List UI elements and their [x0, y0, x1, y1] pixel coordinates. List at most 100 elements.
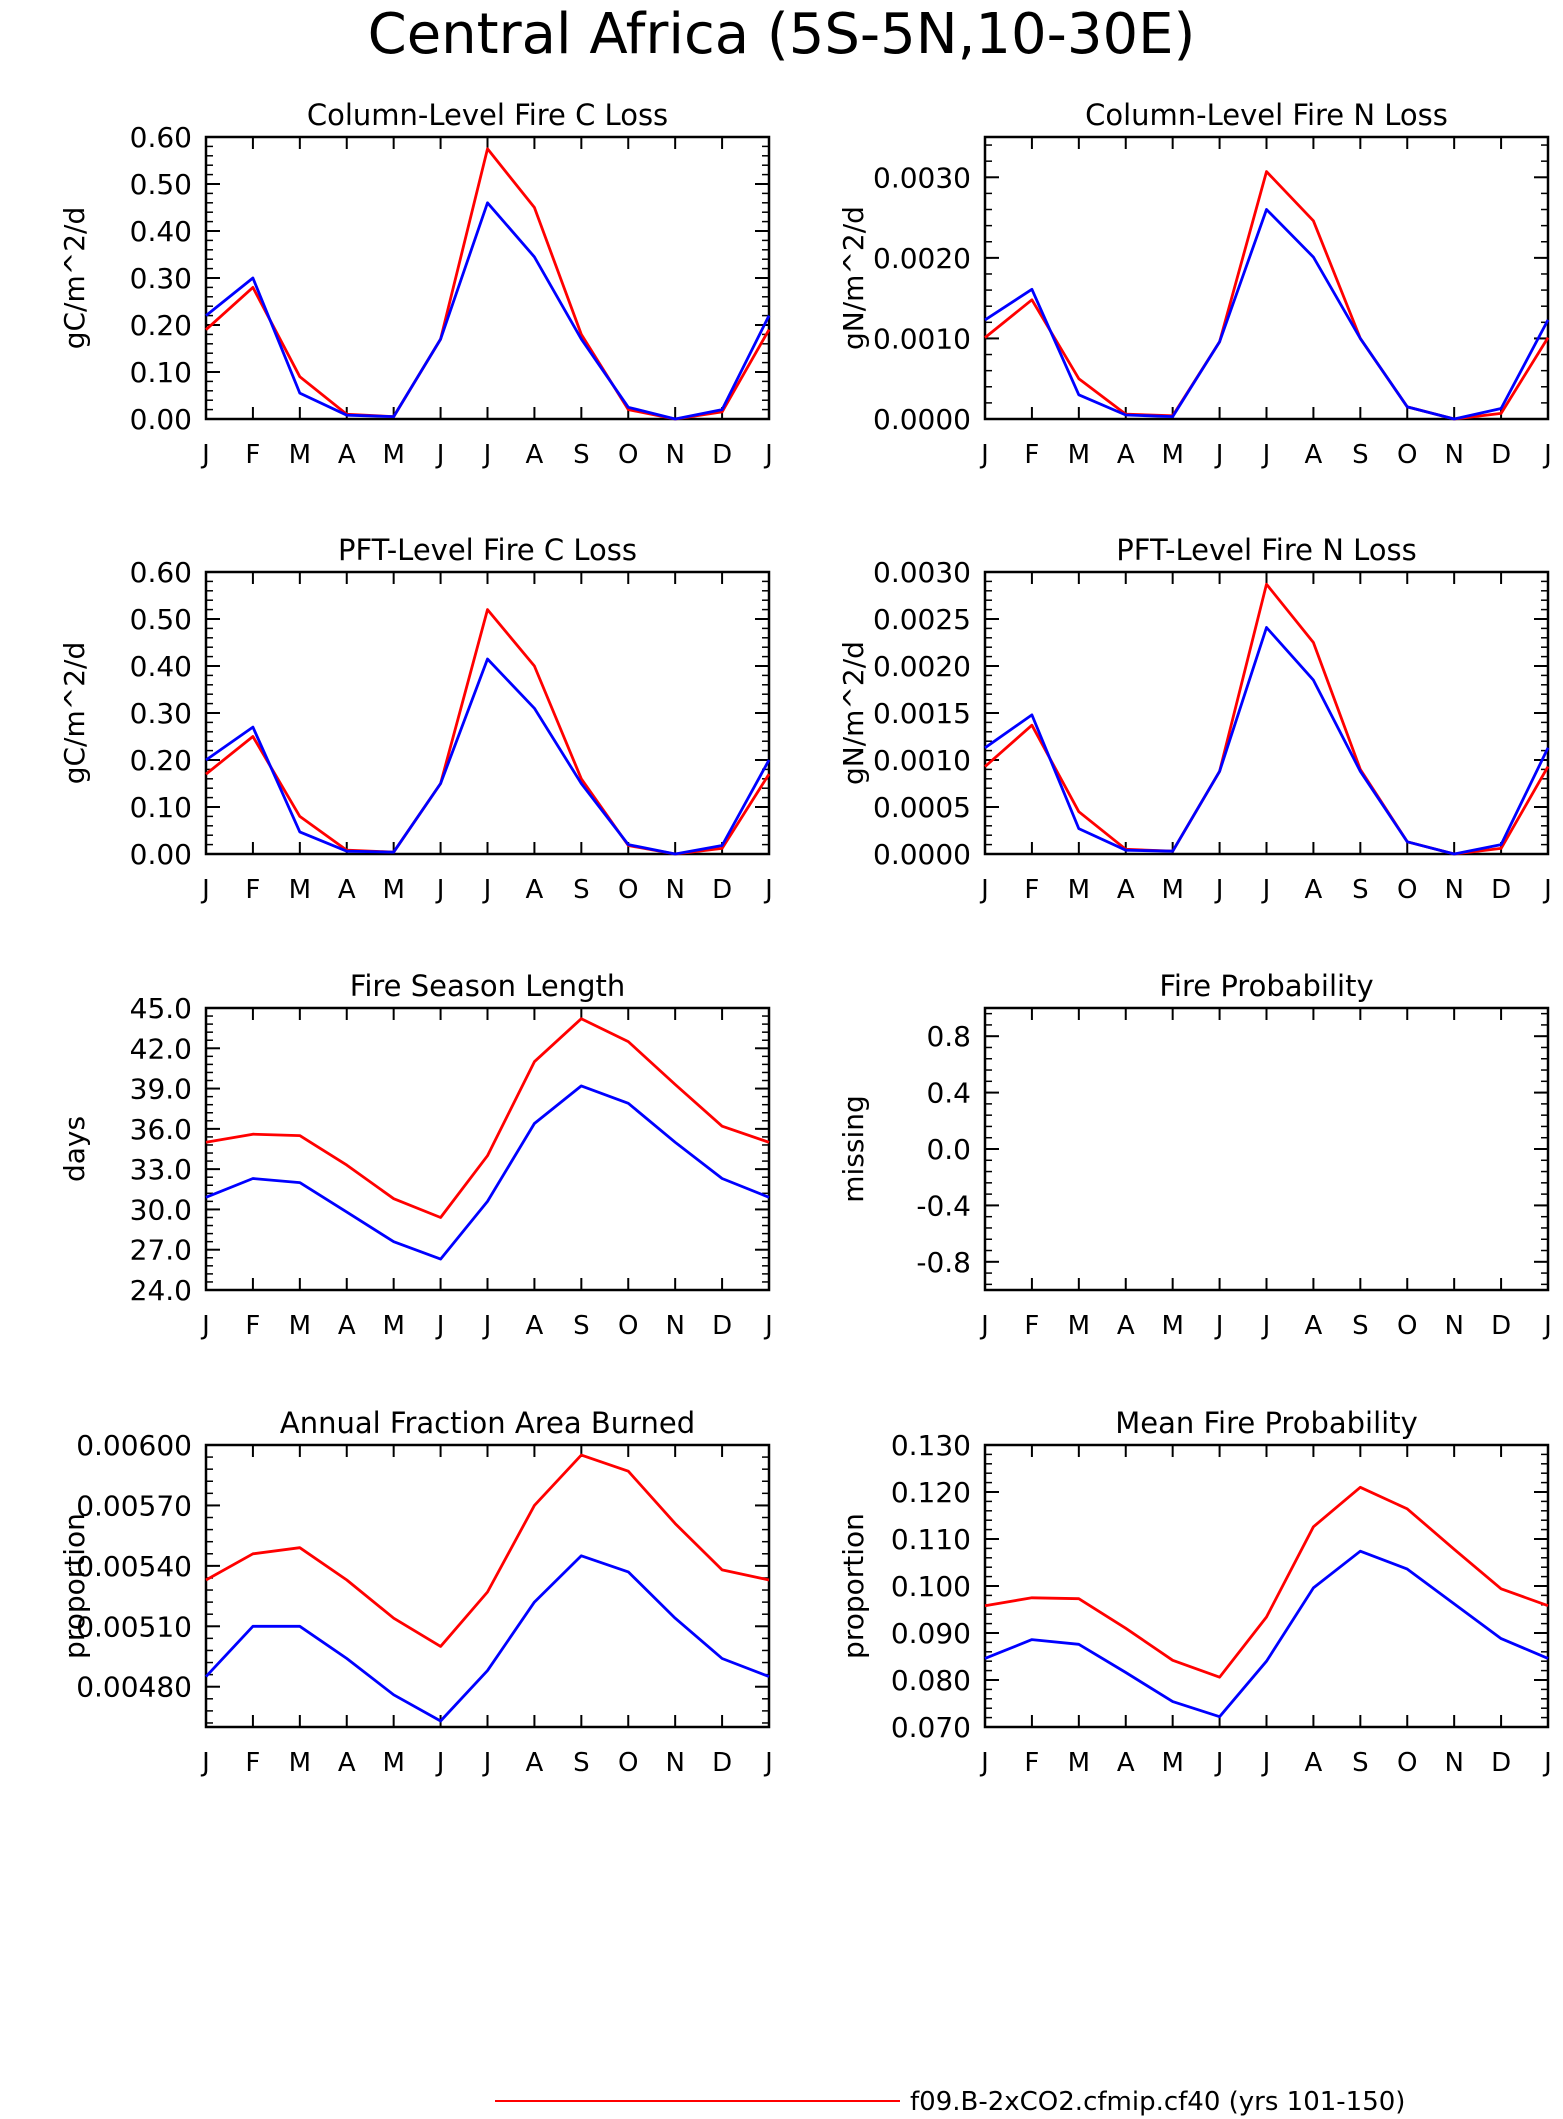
x-tick-label: M	[382, 1311, 404, 1341]
y-axis-label: proportion	[837, 1513, 870, 1659]
x-tick-label: M	[1161, 440, 1183, 470]
x-tick-label: S	[1352, 875, 1369, 905]
y-axis-label: missing	[837, 1095, 870, 1203]
series-line-blue	[984, 626, 1550, 856]
x-tick-label: J	[1261, 875, 1271, 905]
x-tick-label: N	[665, 875, 684, 905]
y-tick-label: 0.00	[130, 838, 192, 871]
x-tick-label: J	[200, 440, 210, 470]
y-tick-label: 0.50	[130, 168, 192, 201]
x-tick-label: J	[763, 440, 773, 470]
y-tick-label: 45.0	[130, 992, 192, 1025]
y-tick-label: 0.0015	[873, 697, 971, 730]
chart-title: PFT-Level Fire C Loss	[338, 533, 637, 567]
x-tick-label: M	[1161, 1748, 1183, 1778]
x-tick-label: J	[763, 875, 773, 905]
x-tick-label: S	[573, 1311, 590, 1341]
x-tick-label: D	[712, 1748, 732, 1778]
x-tick-label: M	[1068, 1311, 1090, 1341]
x-tick-label: A	[1305, 875, 1323, 905]
y-tick-label: 0.10	[130, 356, 192, 389]
chart-panel-3: J F M A M J J A S O N D J0.000.100.200.300.400.500.6…	[58, 533, 773, 905]
x-tick-label: J	[482, 1748, 492, 1778]
x-tick-label: A	[1117, 1748, 1135, 1778]
series-line-blue	[984, 1549, 1549, 1719]
y-tick-label: 0.50	[130, 603, 192, 636]
x-tick-label: A	[1117, 1311, 1135, 1341]
x-tick-label: D	[1491, 440, 1511, 470]
x-tick-label: O	[1397, 1748, 1417, 1778]
x-tick-label: D	[1491, 1311, 1511, 1341]
x-tick-label: O	[1397, 440, 1417, 470]
x-tick-label: J	[435, 1748, 445, 1778]
x-tick-label: S	[1352, 1748, 1369, 1778]
series-line-blue	[205, 657, 771, 856]
series-line-blue	[205, 1084, 770, 1261]
x-tick-label: A	[526, 875, 544, 905]
page-title: Central Africa (5S-5N,10-30E)	[367, 2, 1196, 67]
x-tick-label: M	[382, 440, 404, 470]
x-tick-label: M	[289, 1311, 311, 1341]
x-tick-label: N	[1444, 875, 1463, 905]
y-tick-label: 0.60	[130, 556, 192, 589]
x-tick-label: N	[1444, 1748, 1463, 1778]
chart-title: Fire Season Length	[350, 969, 625, 1003]
series-line-red	[205, 1453, 770, 1648]
plot-frame	[983, 570, 1550, 856]
y-tick-label: 0.110	[891, 1523, 971, 1556]
series-line-blue	[204, 1554, 770, 1723]
plot-frame	[204, 135, 771, 421]
series-line-red	[205, 1017, 770, 1219]
chart-title: Column-Level Fire N Loss	[1085, 98, 1448, 132]
y-tick-label: 27.0	[130, 1234, 192, 1267]
x-tick-label: J	[979, 1748, 989, 1778]
x-tick-label: J	[1214, 875, 1224, 905]
x-tick-label: D	[712, 875, 732, 905]
x-tick-label: J	[1261, 1311, 1271, 1341]
x-tick-label: A	[338, 440, 356, 470]
x-tick-label: J	[1214, 440, 1224, 470]
y-tick-label: 0.10	[130, 791, 192, 824]
y-tick-label: 0.00	[130, 403, 192, 436]
y-tick-label: 0.60	[130, 121, 192, 154]
chart-panel-2: J F M A M J J A S O N D J0.00000.00100.00200.0030Col…	[837, 98, 1552, 470]
x-tick-label: F	[1024, 440, 1039, 470]
x-tick-label: J	[979, 875, 989, 905]
series-line-red	[205, 608, 771, 856]
x-tick-label: J	[1542, 875, 1552, 905]
y-tick-label: 0.070	[891, 1711, 971, 1744]
series-line-red	[984, 1485, 1549, 1679]
y-tick-label: 0.0020	[873, 242, 971, 275]
x-tick-label: O	[1397, 1311, 1417, 1341]
chart-panel-7: J F M A M J J A S O N D J0.004800.005100.005400.0057…	[58, 1406, 773, 1778]
x-tick-label: D	[712, 440, 732, 470]
x-tick-label: F	[245, 440, 260, 470]
y-tick-label: 0.20	[130, 744, 192, 777]
x-tick-label: J	[1542, 440, 1552, 470]
x-tick-label: J	[435, 1311, 445, 1341]
x-tick-label: S	[573, 875, 590, 905]
x-tick-label: J	[1214, 1311, 1224, 1341]
y-tick-label: 0.00600	[76, 1429, 192, 1462]
x-tick-label: M	[1068, 440, 1090, 470]
plot-frame	[204, 1443, 771, 1729]
x-tick-label: S	[573, 440, 590, 470]
x-tick-label: S	[1352, 440, 1369, 470]
series-line-red	[205, 147, 771, 421]
chart-title: Annual Fraction Area Burned	[280, 1406, 695, 1440]
x-tick-label: F	[1024, 1748, 1039, 1778]
y-tick-label: 0.0010	[873, 322, 971, 355]
x-tick-label: M	[382, 875, 404, 905]
y-tick-label: 0.0000	[873, 838, 971, 871]
y-tick-label: 0.0020	[873, 650, 971, 683]
y-tick-label: 0.40	[130, 650, 192, 683]
x-tick-label: M	[1068, 875, 1090, 905]
x-tick-label: N	[665, 1311, 684, 1341]
y-tick-label: 0.00540	[76, 1550, 192, 1583]
y-tick-label: 0.30	[130, 697, 192, 730]
y-tick-label: 0.8	[926, 1020, 971, 1053]
series-line-blue	[984, 208, 1550, 421]
x-tick-label: J	[435, 875, 445, 905]
plot-frame	[983, 1443, 1550, 1729]
